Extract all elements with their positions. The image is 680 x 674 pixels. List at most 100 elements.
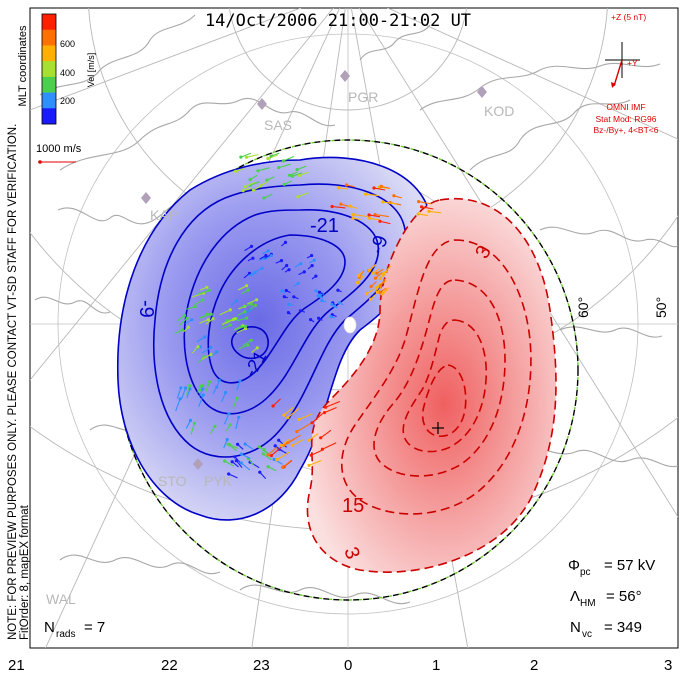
mlt-label-2: 2 [530,657,538,674]
velocity-vector [296,422,312,433]
velocity-vector [175,398,181,412]
velocity-vector [199,319,209,324]
mlt-label-1: 1 [432,657,440,674]
velocity-vector [310,319,315,323]
velocity-vector [281,265,288,271]
velocity-vector [194,299,203,306]
velocity-vector [308,433,319,441]
station-label-kap: KAP [150,207,178,223]
station-marker-kap [141,192,151,204]
station-marker-sas [257,98,267,110]
velocity-vector [197,289,210,295]
velocity-vector [281,290,286,294]
latitude-label-60: 60° [575,297,591,318]
velocity-vector [281,438,290,446]
velocity-vector-origin [367,216,372,220]
velocity-vector [237,311,246,316]
station-marker-pgr [340,70,350,82]
velocity-vector [267,154,278,160]
velocity-vector [284,296,289,299]
velocity-vector [293,296,299,300]
velocity-vector [224,460,235,467]
velocity-vector [247,458,254,466]
velocity-vector [230,300,237,307]
velocity-vector [382,201,397,205]
velocity-vector [242,187,251,192]
velocity-vector [185,385,191,395]
velocity-vector [200,313,208,319]
imf-y-label: +Y [627,58,638,68]
velocity-vector [263,193,273,199]
velocity-vector [276,451,290,461]
velocity-vector [258,257,265,262]
velocity-vector [370,281,377,287]
velocity-vector [338,187,348,190]
velocity-vector [235,168,245,172]
velocity-vector [212,386,218,394]
velocity-vector [180,387,187,400]
velocity-vector [220,392,227,403]
velocity-vector [240,309,251,318]
velocity-vector [283,438,295,446]
velocity-vector [236,380,241,391]
stat-lambda-symbol: Λ [570,588,580,605]
velocity-vector [353,214,368,218]
velocity-vector [242,339,252,347]
velocity-vector [283,406,294,416]
velocity-vector [287,408,300,419]
velocity-vector [238,344,249,350]
colorbar-segment [42,61,56,78]
velocity-vector [249,174,258,181]
velocity-vector [205,318,214,325]
velocity-vector [247,272,256,277]
velocity-vector [234,325,246,331]
contour-label-neg-inner: -21 [310,215,339,237]
velocity-vector [381,185,391,189]
mlt-label-23: 23 [253,657,270,674]
velocity-vectors [174,152,442,479]
velocity-vector [321,299,327,303]
pole-marker [343,316,357,334]
velocity-vector-origin [351,216,355,220]
velocity-vector [174,329,183,334]
velocity-vector [325,400,341,408]
vector-scale-arrow [38,160,76,164]
velocity-vector [334,305,338,309]
stat-lambda-value: = 56° [606,588,642,605]
preview-note: NOTE: FOR PREVIEW PURPOSES ONLY. PLEASE … [7,124,19,640]
imf-z-label: +Z (5 nT) [611,12,646,22]
stat-nrads-subscript: rads [56,629,75,640]
imf-condition: Bz-/By+, 4<BT<6 [594,125,659,135]
station-label-sto: STO [158,473,187,489]
velocity-vector-origin [419,205,424,209]
contour-label-pos-mid: 15 [342,495,364,517]
colorbar-segment [42,76,56,93]
velocity-vector [278,439,287,448]
velocity-vector [307,265,313,270]
velocity-vector [376,286,382,293]
velocity-vector [262,250,269,255]
velocity-vector [259,255,267,260]
velocity-vector [428,210,442,214]
velocity-vector [257,167,270,172]
stat-nrads-symbol: N [44,619,55,636]
velocity-vector [221,324,231,330]
colorbar-segment [42,45,56,62]
velocity-vector [240,152,252,158]
stat-lambda-hm: Λ HM = 56° [570,588,642,609]
velocity-vector [324,406,337,414]
velocity-vector [250,181,260,186]
velocity-vector [236,328,246,334]
map-title: 14/Oct/2006 21:00-21:02 UT [205,11,471,31]
velocity-vector [340,203,349,207]
velocity-vector [246,154,259,158]
velocity-vector [369,217,380,221]
velocity-vector [288,303,293,307]
velocity-vector [380,278,386,287]
stat-phi-symbol: Φ [568,557,580,574]
velocity-vector [297,192,309,198]
station-label-kod: KOD [484,103,514,119]
velocity-vector [319,291,324,295]
velocity-vector [266,176,275,181]
velocity-vector [319,295,324,299]
